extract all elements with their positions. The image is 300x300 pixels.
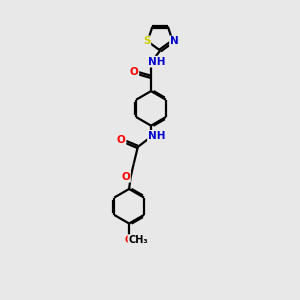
Text: O: O (130, 67, 138, 77)
Text: N: N (170, 36, 179, 46)
Text: O: O (117, 135, 125, 145)
Text: NH: NH (148, 57, 166, 67)
Text: CH₃: CH₃ (128, 236, 148, 245)
Text: S: S (143, 36, 150, 46)
Text: O: O (125, 236, 134, 245)
Text: O: O (121, 172, 130, 182)
Text: NH: NH (148, 131, 166, 141)
